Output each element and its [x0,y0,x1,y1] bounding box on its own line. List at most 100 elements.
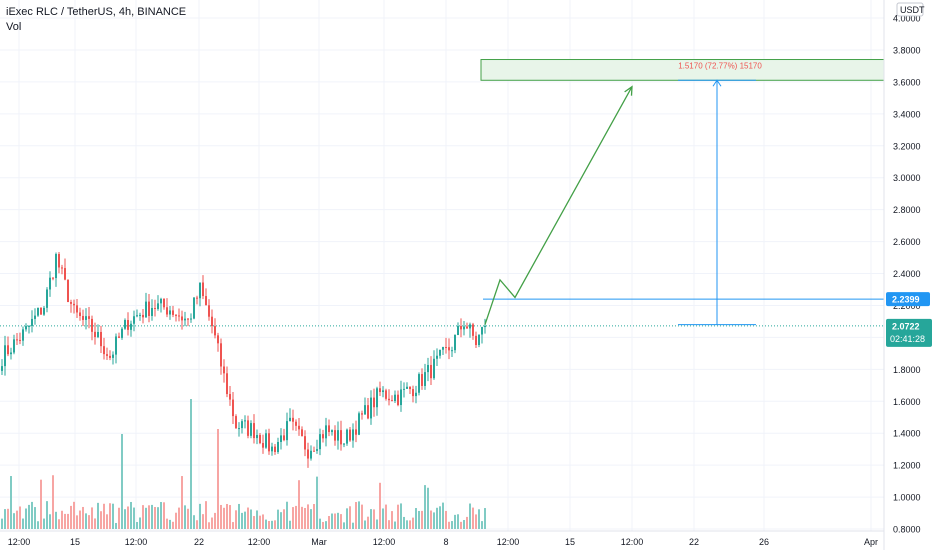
symbol-title[interactable]: iExec RLC / TetherUS, 4h, BINANCE [6,6,187,18]
candle-body [268,433,270,452]
time-tick-label: 15 [70,537,80,547]
volume-bar [97,502,99,529]
volume-label[interactable]: Vol [6,21,22,33]
candle-body [82,315,84,320]
time-tick-label: 12:00 [8,537,31,547]
volume-bar [196,520,198,529]
price-tick-label: 1.6000 [893,397,921,407]
candle-body [175,314,177,316]
volume-bar [55,511,57,529]
candle-body [280,435,282,442]
candle-body [19,339,21,341]
volume-bar [472,507,474,529]
candle-body [70,302,72,304]
candle-body [427,364,429,373]
candle-body [466,326,468,329]
candle-body [133,316,135,324]
currency-label: USDT [900,5,925,15]
volume-bar [328,516,330,529]
candle-body [103,346,105,355]
volume-bar [349,506,351,529]
drawings[interactable]: 1.5170 (72.77%) 15170 [0,59,885,327]
time-tick-label: 12:00 [373,537,396,547]
volume-bar [268,520,270,529]
time-tick-label: Mar [311,537,327,547]
price-tick-label: 1.2000 [893,461,921,471]
volume-bar [421,510,423,529]
price-tick-label: 1.8000 [893,365,921,375]
price-tick-label: 0.8000 [893,525,921,535]
price-tick-label: 2.8000 [893,205,921,215]
candle-body [424,372,426,386]
volume-bar [106,514,108,529]
candle-body [316,449,318,451]
candle-body [31,318,33,326]
candle-body [256,434,258,439]
currency-box [896,2,924,17]
candle-body [370,397,372,419]
volume-bar [319,518,321,529]
volume-bar [325,521,327,529]
candle-body [421,374,423,386]
candle-body [400,389,402,406]
candle-body [55,254,57,279]
price-tick-label: 3.8000 [893,45,921,55]
candle-body [202,282,204,297]
volume-bar [187,508,189,529]
entry-badge-text: 2.2399 [892,295,920,305]
volume-bar [133,507,135,529]
volume-bar [265,519,267,529]
volume-bar [169,519,171,529]
volume-bar [304,508,306,529]
price-axis[interactable]: 0.80001.00001.20001.40001.60001.80002.00… [883,0,932,550]
candle-body [241,421,243,429]
volume-bar [178,507,180,529]
volume-bar [229,505,231,529]
candle-body [433,358,435,379]
volume-bar [256,510,258,529]
volume-bar [460,521,462,529]
candle-body [130,323,132,330]
candle-body [412,389,414,397]
candle-body [223,366,225,374]
candle-body [301,429,303,437]
candle-body [172,310,174,315]
time-tick-label: 12:00 [248,537,271,547]
volume-bar [181,476,183,529]
price-tick-label: 3.4000 [893,109,921,119]
candle-body [358,413,360,435]
time-axis[interactable]: 12:00 15 12:00 22 12:00 Mar 12:00 8 12:00 15 12:00… [0,530,884,547]
candle-body [484,325,486,328]
volume-bar [370,509,372,529]
volume-bar [220,504,222,529]
candle-body [169,310,171,315]
volume-bar [337,512,339,529]
volume-bar [280,512,282,529]
volume-bar [7,508,9,529]
volume-bar [253,516,255,529]
candle-body [250,423,252,436]
volume-bar [184,505,186,529]
volume-bar [22,518,24,529]
volume-bar [232,522,234,529]
volume-bar [58,519,60,529]
volume-bar [415,508,417,529]
candle-body [376,388,378,408]
price-tick-label: 1.0000 [893,493,921,503]
candle-body [454,335,456,351]
countdown-text: 02:41:28 [890,334,925,344]
candle-body [61,267,63,269]
candle-body [25,326,27,330]
volume-bar [457,514,459,529]
candle-body [289,417,291,422]
volume-bar [316,476,318,529]
candle-body [16,339,18,341]
volume-bar [373,509,375,529]
candle-body [181,316,183,321]
candle-body [208,305,210,317]
volume-bar [130,501,132,529]
candle-body [91,318,93,332]
volume-bar [277,509,279,529]
candle-body [259,434,261,444]
